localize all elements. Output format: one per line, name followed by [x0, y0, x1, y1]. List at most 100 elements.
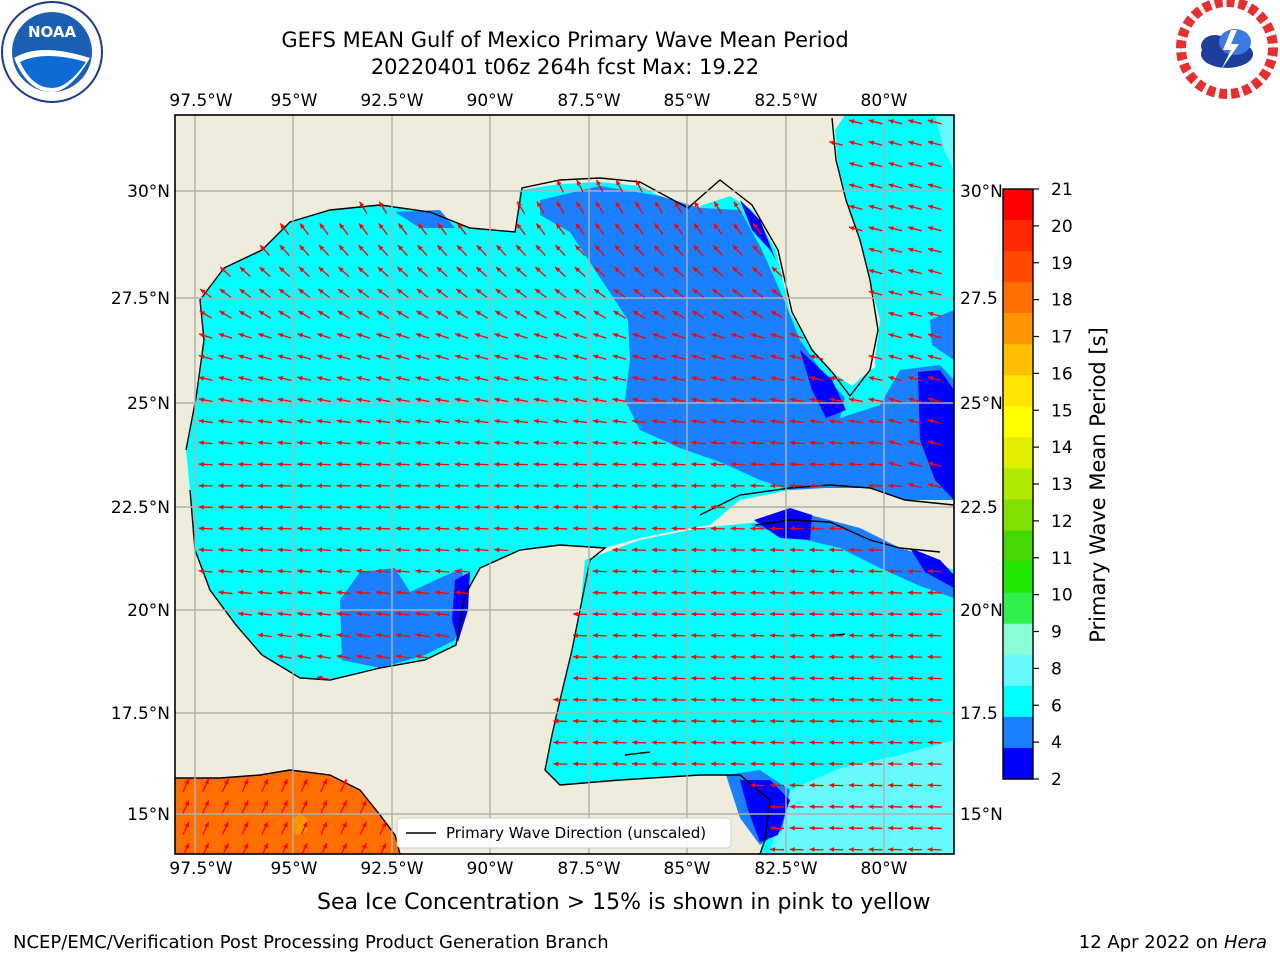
wave-arrow-head — [771, 267, 778, 273]
wave-arrow-head — [395, 504, 401, 510]
wave-arrow-head — [750, 740, 756, 745]
wave-arrow-head — [770, 397, 776, 403]
wave-arrow-head — [632, 483, 638, 489]
wave-arrow-head — [257, 590, 264, 595]
wave-arrow-head — [553, 418, 559, 424]
wave-arrow-head — [457, 245, 463, 251]
wave-arrow-head — [673, 267, 679, 273]
wave-arrow-head — [435, 504, 441, 510]
wave-arrow-head — [416, 310, 422, 316]
wave-arrow-head — [239, 310, 245, 316]
wave-arrow-head — [651, 547, 657, 553]
wave-arrow-head — [238, 483, 244, 489]
wave-arrow-head — [908, 333, 914, 338]
wave-arrow-head — [927, 247, 934, 253]
wave-arrow-head — [789, 440, 795, 446]
wave-arrow-head — [671, 526, 677, 531]
wave-arrow-head — [474, 483, 480, 489]
wave-arrow-head — [277, 590, 283, 595]
wave-arrow-head — [612, 333, 619, 338]
lat-labels-left: 30°N 27.5°N 25°N 22.5°N 20°N 17.5°N 15°N — [111, 182, 170, 825]
wave-arrow-head — [655, 201, 660, 208]
wave-arrow-head — [592, 483, 598, 489]
wave-arrow-head — [199, 310, 206, 316]
wave-arrow-head — [218, 461, 224, 467]
wave-arrow-head — [770, 633, 776, 638]
colorbar-band — [1003, 716, 1033, 749]
wave-arrow-head — [514, 333, 520, 338]
wave-arrow-head — [513, 440, 520, 446]
wave-arrow-head — [614, 245, 620, 251]
wave-arrow-head — [533, 440, 539, 446]
wave-arrow-head — [868, 825, 874, 831]
wave-arrow-head — [691, 740, 697, 745]
wave-arrow-head — [750, 633, 756, 638]
wave-arrow-head — [654, 245, 660, 251]
wave-arrow-head — [710, 440, 717, 446]
wave-arrow-head — [673, 245, 679, 251]
wave-arrow-head — [848, 782, 854, 788]
wave-arrow-head — [218, 547, 224, 553]
wave-arrow-head — [651, 504, 657, 510]
wave-arrow-head — [691, 654, 697, 660]
wave-arrow-head — [555, 245, 561, 251]
wave-arrow-head — [671, 440, 677, 446]
wave-arrow-head — [573, 504, 579, 510]
wave-arrow-head — [378, 245, 384, 251]
wave-arrow-head — [376, 568, 382, 574]
wave-arrow-head — [437, 245, 443, 251]
wave-arrow-head — [888, 761, 894, 767]
wave-arrow-head — [243, 843, 249, 849]
wave-arrow-head — [750, 782, 756, 788]
wave-arrow-head — [243, 779, 249, 785]
wave-arrow-head — [455, 354, 461, 360]
wave-arrow-head — [770, 568, 776, 574]
wave-arrow-head — [357, 310, 363, 316]
colorbar-band — [1003, 282, 1033, 314]
wave-arrow-head — [750, 654, 756, 660]
wave-arrow-head — [297, 632, 303, 638]
wave-arrow-head — [454, 568, 461, 574]
wave-arrow-head — [553, 333, 560, 338]
wave-arrow-head — [927, 119, 934, 124]
wave-arrow-head — [849, 119, 855, 124]
wave-arrow-head — [218, 440, 224, 446]
wave-arrow-head — [219, 310, 225, 316]
wave-arrow-head — [435, 418, 441, 424]
wave-arrow-head — [553, 504, 559, 510]
wave-arrow-head — [317, 333, 323, 338]
wave-arrow-head — [277, 526, 283, 531]
wave-arrow-head — [848, 418, 855, 424]
wave-arrow-head — [592, 740, 598, 745]
wave-arrow-head — [731, 289, 738, 294]
wave-arrow-head — [671, 718, 677, 724]
wave-arrow-head — [218, 590, 224, 595]
wave-arrow-head — [573, 418, 579, 424]
colorbar-band — [1003, 189, 1033, 221]
colorbar-tick-label: 11 — [1051, 549, 1073, 569]
wave-arrow-head — [356, 547, 362, 553]
wave-arrow-head — [361, 821, 367, 828]
wave-arrow-head — [612, 590, 618, 596]
wave-arrow-head — [283, 800, 288, 807]
wave-arrow-head — [809, 847, 815, 852]
wave-arrow-head — [395, 354, 402, 360]
wave-arrow-head — [514, 354, 520, 360]
wave-arrow-head — [263, 821, 268, 828]
wave-arrow-head — [868, 847, 874, 852]
wave-arrow-head — [671, 761, 677, 767]
wave-arrow-head — [711, 333, 717, 338]
wave-arrow-head — [415, 397, 421, 403]
wave-arrow-head — [322, 821, 327, 828]
wave-arrow-head — [750, 590, 756, 596]
wave-arrow-head — [379, 201, 384, 208]
wave-arrow-head — [317, 397, 323, 403]
wave-arrow-head — [612, 611, 618, 617]
wave-arrow-head — [318, 267, 325, 273]
wave-arrow-head — [376, 632, 382, 638]
wave-arrow-head — [302, 821, 308, 828]
wave-arrow-head — [436, 289, 442, 294]
wave-arrow-head — [200, 289, 206, 294]
wave-arrow-head — [908, 247, 914, 253]
